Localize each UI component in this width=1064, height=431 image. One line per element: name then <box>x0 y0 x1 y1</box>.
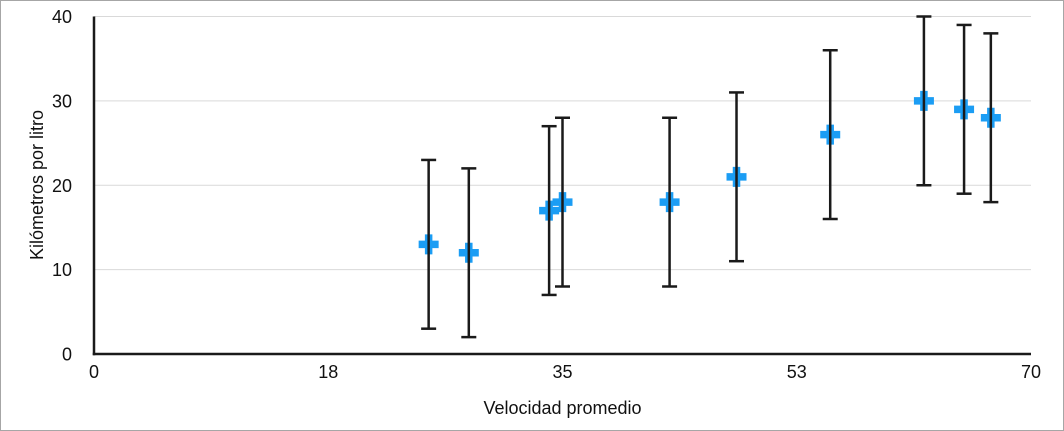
y-tick-label: 30 <box>52 91 72 111</box>
x-tick-label: 35 <box>552 362 572 382</box>
x-tick-label: 0 <box>89 362 99 382</box>
error-bars-group <box>421 15 999 339</box>
x-axis-title: Velocidad promedio <box>483 398 642 418</box>
x-tick-label: 18 <box>318 362 338 382</box>
y-tick-label: 20 <box>52 176 72 196</box>
y-tick-label: 10 <box>52 260 72 280</box>
y-tick-label: 0 <box>62 345 72 365</box>
markers-group <box>418 90 1001 263</box>
axes-group <box>92 16 1031 356</box>
y-axis-title: Kilómetros por litro <box>27 109 47 261</box>
y-tick-label: 40 <box>52 7 72 27</box>
x-tick-label: 70 <box>1021 362 1041 382</box>
x-tick-label: 53 <box>787 362 807 382</box>
tick-labels-group: 0 10 20 30 40 0 18 35 53 70 <box>52 7 1041 382</box>
